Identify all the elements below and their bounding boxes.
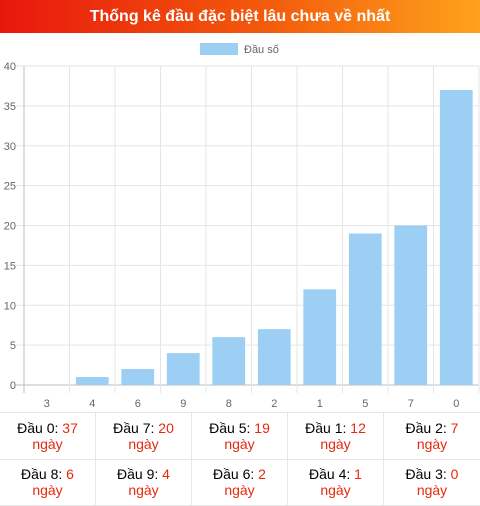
stat-line: Đầu 1: 12 [305, 420, 366, 436]
chart-bars [75, 89, 473, 386]
stat-cell: Đầu 7: 20 ngày [96, 413, 192, 460]
y-tick-label: 40 [4, 61, 16, 73]
stat-cell: Đầu 5: 19 ngày [192, 413, 288, 460]
x-tick-label: 4 [89, 398, 95, 410]
bar[interactable] [166, 353, 200, 385]
stat-label: Đầu 3: [405, 466, 451, 483]
bar[interactable] [394, 225, 428, 386]
x-tick-label: 9 [180, 398, 186, 410]
stat-unit: ngày [32, 482, 63, 499]
stat-unit: ngày [224, 482, 255, 499]
x-tick-label: 3 [44, 398, 50, 410]
stat-line: Đầu 4: 1 [309, 466, 362, 482]
bar[interactable] [348, 233, 382, 385]
x-tick-label: 2 [271, 398, 277, 410]
stat-unit: ngày [128, 482, 159, 499]
stat-label: Đầu 7: [113, 419, 159, 436]
y-axis-ticks: 0 5 10 15 20 25 30 35 40 [4, 61, 16, 392]
stat-unit: ngày [32, 435, 63, 452]
y-tick-label: 20 [4, 221, 16, 233]
stat-value: 7 [450, 419, 459, 436]
x-axis-ticks: 3 4 6 9 8 2 1 5 7 0 [44, 398, 460, 410]
y-tick-label: 5 [10, 340, 16, 352]
y-tick-label: 25 [4, 181, 16, 193]
stat-cell: Đầu 2: 7 ngày [384, 413, 480, 460]
stat-line: Đầu 7: 20 [113, 420, 174, 436]
stat-label: Đầu 9: [117, 466, 163, 483]
stats-table: Đầu 0: 37 ngày Đầu 7: 20 ngày Đầu 5: 19 ngày Đ… [0, 412, 480, 506]
stat-label: Đầu 6: [213, 466, 259, 483]
stat-line: Đầu 3: 0 [406, 466, 459, 482]
stat-value: 12 [350, 419, 366, 436]
stat-value: 20 [158, 419, 174, 436]
x-tick-label: 1 [317, 398, 323, 410]
stat-value: 2 [258, 466, 266, 483]
stat-value: 4 [162, 466, 170, 483]
stat-cell: Đầu 1: 12 ngày [288, 413, 384, 460]
chart-legend[interactable]: Đầu số [200, 43, 279, 56]
stat-value: 0 [450, 466, 459, 483]
stat-line: Đầu 5: 19 [209, 420, 270, 436]
bar[interactable] [303, 289, 337, 385]
stat-line: Đầu 6: 2 [213, 466, 266, 482]
bar[interactable] [257, 329, 291, 385]
stat-cell: Đầu 9: 4 ngày [96, 459, 192, 506]
y-tick-label: 35 [4, 101, 16, 113]
stat-unit: ngày [320, 435, 351, 452]
stat-cell: Đầu 6: 2 ngày [192, 459, 288, 506]
chart-grid [16, 65, 480, 393]
stat-unit: ngày [416, 482, 448, 499]
stat-cell: Đầu 4: 1 ngày [288, 459, 384, 506]
stat-unit: ngày [128, 435, 159, 452]
stat-value: 19 [254, 419, 270, 436]
bar[interactable] [75, 377, 109, 385]
bar[interactable] [439, 89, 473, 386]
stat-value: 37 [62, 419, 78, 436]
x-tick-label: 8 [226, 398, 232, 410]
legend-label: Đầu số [244, 44, 279, 56]
y-tick-label: 30 [4, 141, 16, 153]
stat-value: 1 [354, 466, 362, 483]
stat-unit: ngày [224, 435, 255, 452]
stat-unit: ngày [320, 482, 351, 499]
y-tick-label: 10 [4, 300, 16, 312]
stat-label: Đầu 5: [209, 419, 255, 436]
stat-cell: Đầu 8: 6 ngày [0, 459, 96, 506]
stat-unit: ngày [416, 435, 448, 452]
bar[interactable] [121, 369, 155, 385]
stat-line: Đầu 8: 6 [21, 466, 74, 482]
stat-label: Đầu 4: [309, 466, 355, 483]
stat-label: Đầu 0: [17, 419, 63, 436]
x-tick-label: 7 [408, 398, 414, 410]
stat-label: Đầu 8: [21, 466, 67, 483]
stat-label: Đầu 2: [405, 419, 451, 436]
x-tick-label: 5 [362, 398, 368, 410]
stat-line: Đầu 2: 7 [406, 420, 459, 436]
stat-cell: Đầu 3: 0 ngày [384, 460, 480, 506]
x-tick-label: 0 [453, 398, 459, 410]
chart-header-title: Thống kê đầu đặc biệt lâu chưa về nhất [89, 7, 391, 25]
chart-header: Thống kê đầu đặc biệt lâu chưa về nhất [0, 0, 480, 33]
stat-line: Đầu 0: 37 [17, 420, 78, 436]
stat-value: 6 [66, 466, 74, 483]
bar[interactable] [212, 337, 246, 385]
y-tick-label: 15 [4, 260, 16, 272]
y-tick-label: 0 [10, 380, 16, 392]
stat-cell: Đầu 0: 37 ngày [0, 413, 96, 460]
legend-swatch [200, 43, 238, 55]
x-tick-label: 6 [135, 398, 141, 410]
stat-label: Đầu 1: [305, 419, 351, 436]
stat-line: Đầu 9: 4 [117, 466, 170, 482]
